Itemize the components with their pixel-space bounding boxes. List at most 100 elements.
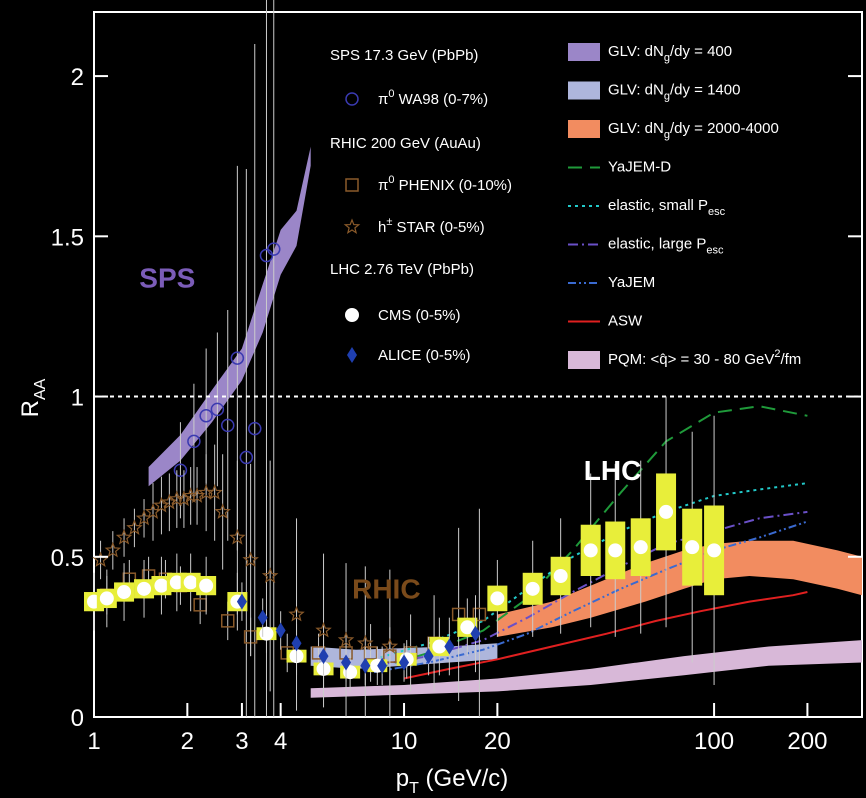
data-point-4-0 <box>236 593 247 610</box>
data-point-3-22 <box>633 540 648 555</box>
legend-header: SPS 17.3 GeV (PbPb) <box>330 47 478 64</box>
legend-label: elastic, large Pesc <box>608 236 724 257</box>
legend-entry: π0 PHENIX (0-10%) <box>378 174 512 194</box>
data-point-3-25 <box>707 543 722 558</box>
legend-label: elastic, small Pesc <box>608 197 726 218</box>
y-tick-label: 1 <box>71 385 84 412</box>
data-point-4-1 <box>257 609 268 626</box>
legend-label: YaJEM <box>608 274 655 291</box>
data-point-1-11 <box>363 646 378 660</box>
data-point-2-13 <box>206 484 223 500</box>
legend-marker <box>347 347 357 363</box>
band-0 <box>148 146 311 487</box>
legend-swatch <box>568 351 600 369</box>
data-point-0-4 <box>220 418 235 433</box>
curve-2 <box>373 510 808 667</box>
legend-swatch <box>568 120 600 138</box>
data-point-4-10 <box>444 638 455 655</box>
data-point-3-24 <box>685 540 700 555</box>
x-tick-label: 4 <box>274 728 287 755</box>
data-point-2-17 <box>261 567 279 584</box>
data-point-0-5 <box>230 351 245 365</box>
data-point-3-21 <box>608 543 623 558</box>
x-tick-label: 3 <box>235 728 248 755</box>
data-point-3-20 <box>583 543 598 558</box>
x-axis-title-unit: (GeV/c) <box>419 765 508 792</box>
data-point-0-1 <box>187 434 201 449</box>
legend-left: SPS 17.3 GeV (PbPb) π0 WA98 (0-7%) RHIC 20… <box>330 47 512 364</box>
data-point-3-2 <box>117 585 132 600</box>
legend-label: GLV: dNg/dy = 400 <box>608 43 732 64</box>
data-point-4-4 <box>318 648 329 665</box>
data-point-4-7 <box>377 657 388 674</box>
data-point-3-3 <box>137 581 152 596</box>
x-tick-label: 10 <box>391 728 418 755</box>
legend-swatch <box>568 43 600 61</box>
region-label-sps: SPS <box>139 263 195 294</box>
legend-marker <box>345 178 359 192</box>
legend-marker <box>345 308 359 322</box>
data-point-0-2 <box>199 409 213 423</box>
y-tick-label: 2 <box>71 64 84 91</box>
data-point-1-6 <box>220 614 235 628</box>
curve-0 <box>373 405 808 670</box>
legend-entry: CMS (0-5%) <box>378 307 461 324</box>
x-tick-label: 100 <box>694 728 734 755</box>
legend-label: GLV: dNg/dy = 2000-4000 <box>608 120 779 141</box>
x-tick-label: 20 <box>484 728 511 755</box>
data-point-3-19 <box>553 569 568 583</box>
plot-frame <box>93 11 863 718</box>
y-tick-label: 0.5 <box>51 545 84 572</box>
x-tick-label: 2 <box>181 728 194 755</box>
y-axis-title-sub: AA <box>32 378 49 400</box>
data-point-4-11 <box>470 625 481 642</box>
region-label-group: SPS RHIC LHC <box>139 263 641 605</box>
data-point-4-9 <box>423 648 434 665</box>
legend-entry: π0 WA98 (0-7%) <box>378 88 488 108</box>
x-axis-title: pT (GeV/c) <box>396 765 508 797</box>
data-point-3-7 <box>199 578 214 593</box>
curve-4 <box>403 591 808 680</box>
data-point-3-18 <box>525 581 540 596</box>
data-point-2-19 <box>315 621 332 638</box>
x-axis-title-sub: T <box>409 780 419 797</box>
data-point-3-23 <box>659 504 674 519</box>
tick-group: 1 2 3 4 10 20 100 200 0 0.5 1 1.5 2 <box>51 64 862 755</box>
data-point-2-22 <box>381 637 399 654</box>
region-label-rhic: RHIC <box>352 573 420 604</box>
y-axis-title-main: R <box>17 400 44 417</box>
data-point-3-5 <box>169 575 184 590</box>
x-tick-label: 1 <box>87 728 100 755</box>
data-point-4-8 <box>399 654 410 671</box>
data-point-2-11 <box>188 487 206 503</box>
legend-right: GLV: dNg/dy = 400 GLV: dNg/dy = 1400 GLV: … <box>568 43 801 369</box>
legend-label: PQM: <q̂> = 30 - 80 GeV2/fm <box>608 348 801 368</box>
legend-marker <box>343 218 361 235</box>
data-point-2-20 <box>337 631 355 648</box>
data-point-2-3 <box>126 519 143 535</box>
data-point-3-15 <box>432 639 447 654</box>
legend-entry: h± STAR (0-5%) <box>378 216 485 236</box>
data-point-2-2 <box>115 528 133 545</box>
data-point-1-16 <box>472 607 487 622</box>
data-point-2-16 <box>242 551 259 567</box>
y-tick-label: 0 <box>71 705 84 732</box>
data-point-2-21 <box>356 634 374 651</box>
curve-3 <box>373 520 808 674</box>
data-point-3-9 <box>259 626 274 641</box>
data-point-3-6 <box>183 575 198 590</box>
data-point-2-14 <box>214 503 231 519</box>
data-point-0-0 <box>173 463 188 477</box>
legend-header: RHIC 200 GeV (AuAu) <box>330 135 481 152</box>
data-point-4-6 <box>360 657 371 674</box>
data-point-2-15 <box>229 528 246 545</box>
legend-swatch <box>568 81 600 100</box>
data-point-3-16 <box>460 620 475 635</box>
data-point-3-1 <box>99 591 114 606</box>
legend-header: LHC 2.76 TeV (PbPb) <box>330 261 474 278</box>
legend-label: GLV: dNg/dy = 1400 <box>608 82 740 103</box>
legend-marker <box>345 92 359 106</box>
x-axis-title-main: p <box>396 765 409 792</box>
data-point-0-6 <box>239 450 254 465</box>
data-point-0-3 <box>210 402 225 417</box>
